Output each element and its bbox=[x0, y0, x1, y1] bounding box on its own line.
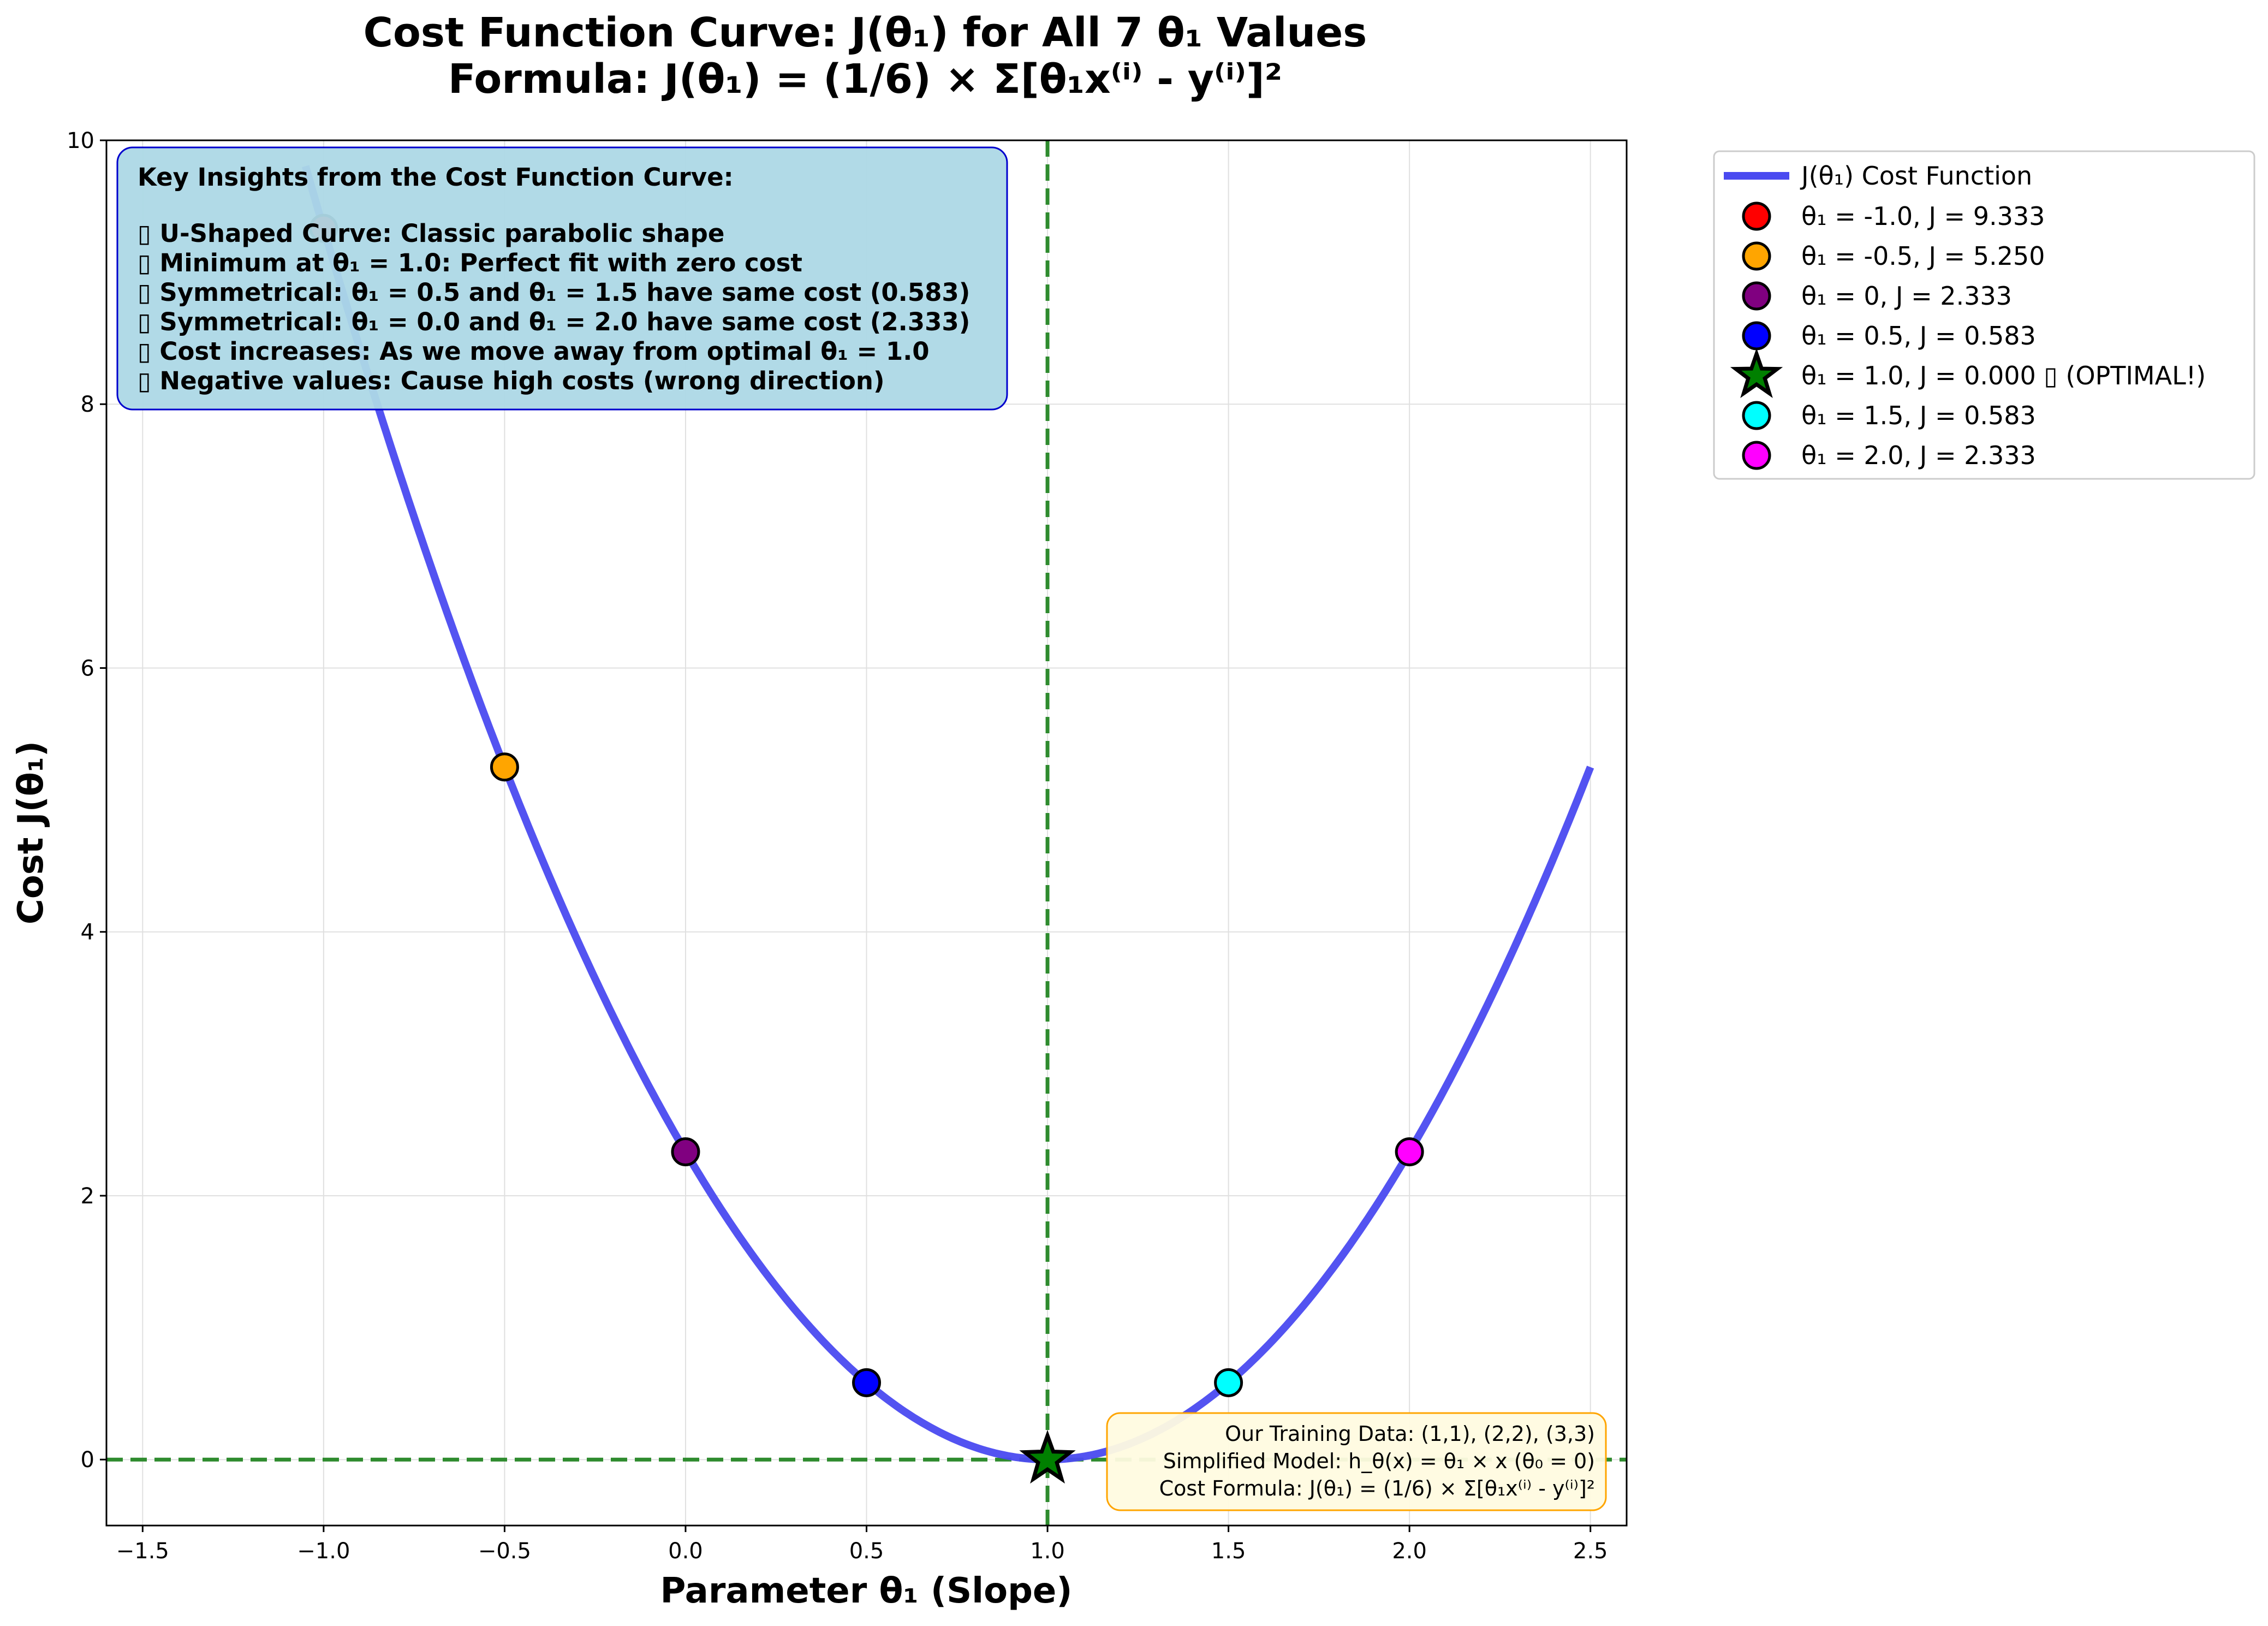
x-axis-label: Parameter θ₁ (Slope) bbox=[660, 1571, 1072, 1611]
insights-box: Key Insights from the Cost Function Curv… bbox=[116, 146, 1008, 411]
data-point bbox=[1214, 1368, 1243, 1397]
legend-entry-label: θ₁ = -1.0, J = 9.333 bbox=[1801, 201, 2045, 231]
y-tick-label: 0 bbox=[81, 1447, 94, 1473]
data-point-optimal-star bbox=[1019, 1429, 1076, 1484]
legend-entry-label: θ₁ = -0.5, J = 5.250 bbox=[1801, 241, 2045, 271]
y-axis-label: Cost J(θ₁) bbox=[11, 741, 51, 924]
y-tick-label: 10 bbox=[67, 128, 94, 153]
training-data-text: Our Training Data: (1,1), (2,2), (3,3) bbox=[1225, 1422, 1595, 1446]
x-tick-label: −1.0 bbox=[297, 1539, 350, 1564]
training-info-box: Our Training Data: (1,1), (2,2), (3,3) S… bbox=[1106, 1412, 1607, 1511]
insight-line: ▯ Symmetrical: θ₁ = 0.5 and θ₁ = 1.5 hav… bbox=[138, 278, 970, 307]
chart-title-line2: Formula: J(θ₁) = (1/6) × Σ[θ₁x⁽ⁱ⁾ - y⁽ⁱ⁾… bbox=[448, 56, 1282, 103]
legend-point-entries: θ₁ = -1.0, J = 9.333 θ₁ = -0.5, J = 5.250… bbox=[1730, 201, 2206, 470]
x-tick-label: 0.5 bbox=[849, 1539, 884, 1564]
x-tick-label: 1.0 bbox=[1030, 1539, 1065, 1564]
data-point bbox=[671, 1137, 700, 1166]
reference-lines bbox=[106, 140, 1627, 1526]
legend-marker bbox=[1742, 281, 1771, 311]
training-info-background bbox=[1106, 1412, 1607, 1511]
legend-marker bbox=[1742, 201, 1771, 231]
legend-entry-label: θ₁ = 2.0, J = 2.333 bbox=[1801, 441, 2036, 470]
x-tick-label: 0.0 bbox=[668, 1539, 703, 1564]
y-tick-label: 6 bbox=[81, 656, 94, 681]
y-tick-label: 4 bbox=[81, 920, 94, 945]
x-tick-label: 1.5 bbox=[1211, 1539, 1246, 1564]
cost-curve-line bbox=[301, 165, 1594, 1464]
data-point bbox=[490, 752, 519, 782]
insight-line: ▯ Negative values: Cause high costs (wro… bbox=[138, 366, 885, 395]
y-tick-label: 8 bbox=[81, 392, 94, 417]
x-tick-label: −1.5 bbox=[116, 1539, 169, 1564]
x-tick-label: −0.5 bbox=[478, 1539, 531, 1564]
legend-entry-label: θ₁ = 0.5, J = 0.583 bbox=[1801, 321, 2036, 351]
legend-entry-label: θ₁ = 1.0, J = 0.000 ▯ (OPTIMAL!) bbox=[1801, 361, 2206, 390]
data-point bbox=[1395, 1137, 1424, 1166]
legend-marker bbox=[1742, 241, 1771, 271]
insights-heading: Key Insights from the Cost Function Curv… bbox=[138, 163, 734, 192]
insight-line: ▯ Symmetrical: θ₁ = 0.0 and θ₁ = 2.0 hav… bbox=[138, 307, 970, 336]
legend-marker bbox=[1742, 441, 1771, 470]
cost-formula-text: Cost Formula: J(θ₁) = (1/6) × Σ[θ₁x⁽ⁱ⁾ -… bbox=[1159, 1476, 1595, 1500]
insight-line: ▯ Cost increases: As we move away from o… bbox=[138, 337, 930, 366]
legend-entry-label: θ₁ = 0, J = 2.333 bbox=[1801, 281, 2012, 311]
x-tick-label: 2.0 bbox=[1392, 1539, 1427, 1564]
legend-frame bbox=[1713, 150, 2255, 480]
data-point bbox=[852, 1368, 881, 1397]
legend-marker bbox=[1742, 321, 1771, 351]
legend-marker-star bbox=[1730, 348, 1783, 399]
insights-box-background bbox=[116, 146, 1008, 411]
legend-entry-label: θ₁ = 1.5, J = 0.583 bbox=[1801, 401, 2036, 430]
chart-title-line1: Cost Function Curve: J(θ₁) for All 7 θ₁ … bbox=[364, 9, 1367, 56]
legend-marker bbox=[1742, 401, 1771, 430]
legend-curve-label: J(θ₁) Cost Function bbox=[1800, 161, 2032, 191]
y-tick-label: 2 bbox=[81, 1184, 94, 1209]
axis-ticks: −1.5 −1.0 −0.5 0.0 0.5 1.0 1.5 2.0 2.5 0 2 4 6 8 10 bbox=[67, 128, 1608, 1564]
insight-line: ▯ Minimum at θ₁ = 1.0: Perfect fit with … bbox=[138, 248, 802, 277]
insight-line: ▯ U-Shaped Curve: Classic parabolic shap… bbox=[138, 219, 724, 248]
x-tick-label: 2.5 bbox=[1573, 1539, 1608, 1564]
model-text: Simplified Model: h_θ(x) = θ₁ × x (θ₀ = … bbox=[1163, 1449, 1595, 1473]
legend: J(θ₁) Cost Function θ₁ = -1.0, J = 9.333… bbox=[1713, 150, 2255, 480]
